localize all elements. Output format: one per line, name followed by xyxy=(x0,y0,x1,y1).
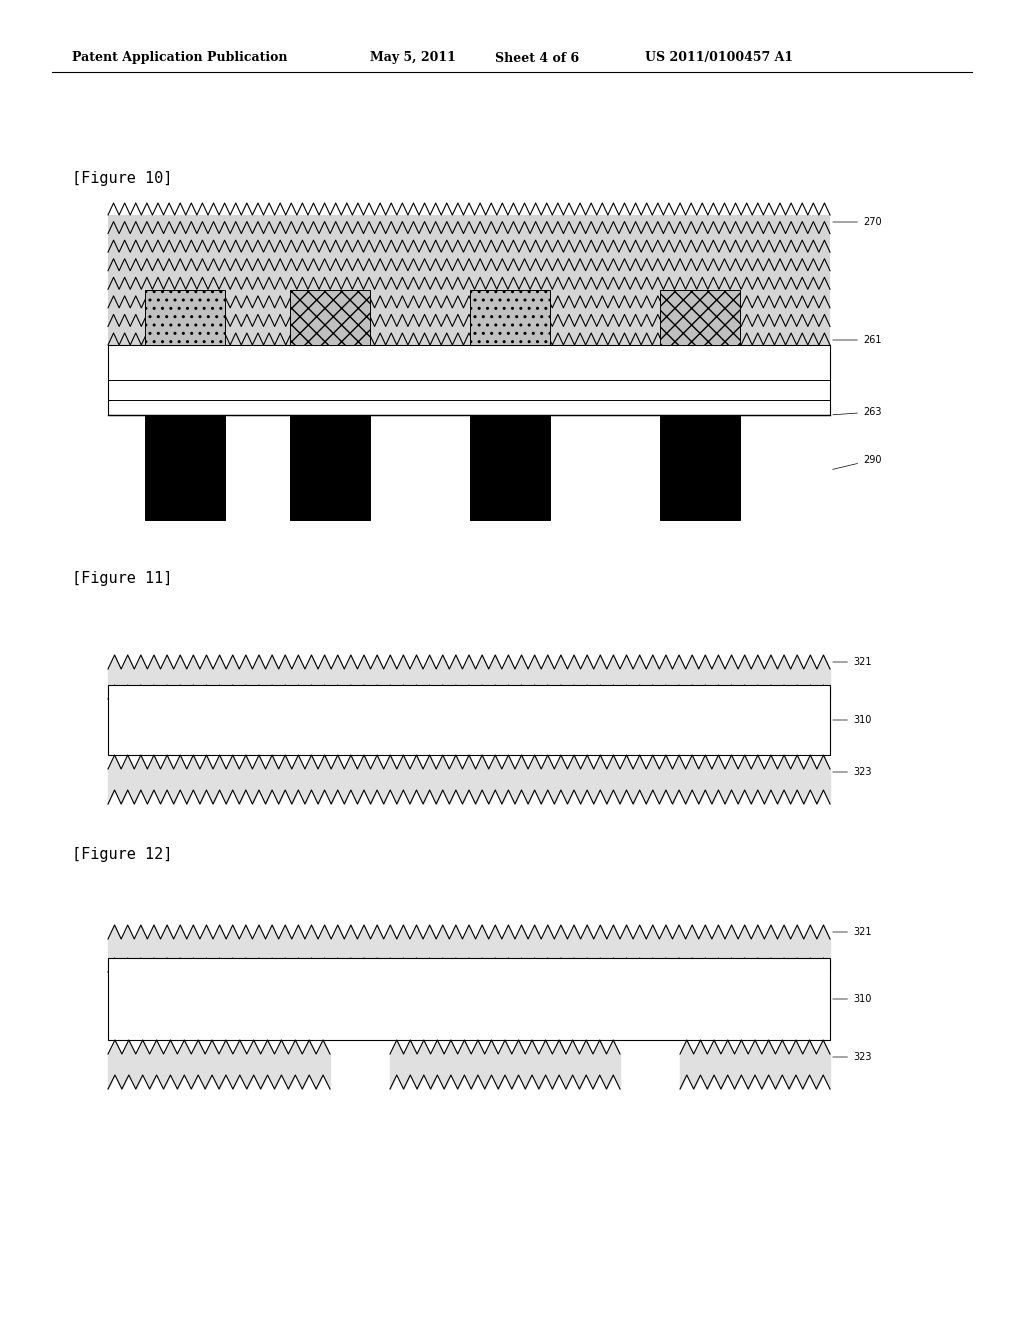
Text: [Figure 12]: [Figure 12] xyxy=(72,847,172,862)
Text: US 2011/0100457 A1: US 2011/0100457 A1 xyxy=(645,51,794,65)
Bar xyxy=(470,414,550,520)
Text: [Figure 10]: [Figure 10] xyxy=(72,170,172,186)
Text: May 5, 2011: May 5, 2011 xyxy=(370,51,456,65)
Bar xyxy=(290,414,370,520)
Text: 321: 321 xyxy=(833,927,871,937)
Text: Patent Application Publication: Patent Application Publication xyxy=(72,51,288,65)
Bar xyxy=(145,414,225,520)
Text: 310: 310 xyxy=(833,715,871,725)
Bar xyxy=(108,958,830,1040)
Text: 270: 270 xyxy=(833,216,882,227)
Text: 321: 321 xyxy=(833,657,871,667)
Bar xyxy=(290,290,370,345)
Bar xyxy=(108,685,830,755)
Text: 261: 261 xyxy=(833,335,882,345)
Text: 263: 263 xyxy=(833,407,882,417)
Text: 290: 290 xyxy=(833,455,882,470)
Text: Sheet 4 of 6: Sheet 4 of 6 xyxy=(495,51,580,65)
Text: 310: 310 xyxy=(833,994,871,1005)
Bar xyxy=(108,345,830,414)
Text: 323: 323 xyxy=(833,1052,871,1063)
Bar xyxy=(108,215,830,345)
Bar xyxy=(660,290,740,345)
Text: 323: 323 xyxy=(833,767,871,777)
Text: [Figure 11]: [Figure 11] xyxy=(72,570,172,586)
Bar xyxy=(145,290,225,345)
Bar xyxy=(660,414,740,520)
Bar xyxy=(470,290,550,345)
